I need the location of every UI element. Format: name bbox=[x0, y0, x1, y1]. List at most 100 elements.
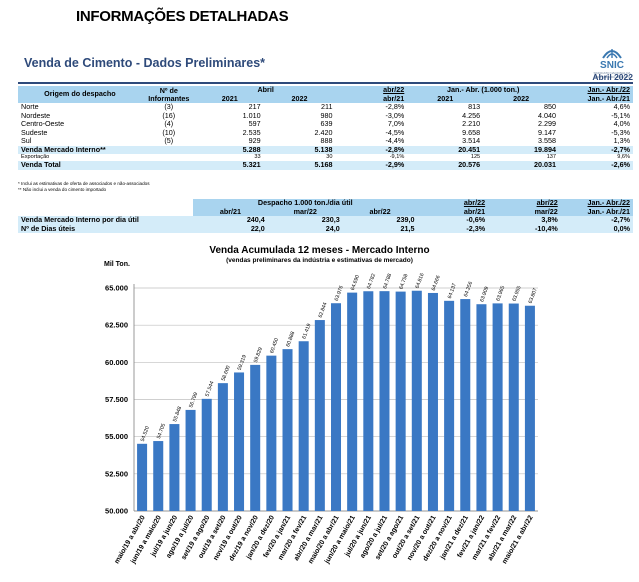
daily-var1-top: abr/22 bbox=[417, 198, 489, 208]
header-divider bbox=[18, 82, 633, 84]
data-label: 63.965 bbox=[495, 285, 506, 302]
bar bbox=[266, 355, 277, 511]
daily-subheader-row: abr/21 mar/22 abr/22 abr/21 mar/22 Jan.-… bbox=[18, 207, 633, 216]
daily-value: 24,0 bbox=[325, 223, 340, 233]
bar bbox=[492, 303, 503, 511]
month-var: -3,0% bbox=[385, 110, 405, 120]
informants: (3) bbox=[164, 102, 174, 111]
page-heading: INFORMAÇÕES DETALHADAS bbox=[76, 8, 289, 25]
table-row: Centro-Oeste (4) 597 639 7,0% 2.210 2.29… bbox=[18, 119, 633, 129]
total-row: Venda Total 5.321 5.168 -2,9% 20.576 20.… bbox=[18, 160, 633, 170]
ytd-2022: 4.040 bbox=[538, 110, 557, 120]
bar bbox=[524, 305, 535, 511]
daily-header-row: Despacho 1.000 ton./dia útil abr/22 abr/… bbox=[18, 198, 633, 208]
daily-var1-bottom: abr/21 bbox=[417, 207, 489, 216]
daily-var2-top: abr/22 bbox=[488, 198, 561, 208]
daily-value: 239,0 bbox=[396, 215, 415, 224]
data-label: 60.450 bbox=[269, 337, 280, 354]
header-ytd: Jan.- Abr. (1.000 ton.) bbox=[407, 85, 560, 95]
logo-name: SNIC bbox=[600, 60, 624, 71]
data-label: 64.788 bbox=[382, 273, 393, 290]
daily-col-1: abr/21 bbox=[193, 207, 268, 216]
month-2022: 639 bbox=[320, 119, 333, 128]
month-2021: 597 bbox=[248, 119, 261, 128]
ytd-2022: 850 bbox=[544, 102, 557, 111]
month-var: -4,5% bbox=[385, 127, 405, 137]
bar bbox=[363, 291, 374, 511]
month-2022: 2.420 bbox=[314, 127, 333, 137]
total-month-2021: 5.321 bbox=[242, 160, 261, 169]
data-label: 64.666 bbox=[431, 275, 442, 292]
internal-market-row: Venda Mercado Interno** 5.288 5.138 -2,8… bbox=[18, 144, 633, 154]
table-row: Nordeste (16) 1.010 980 -3,0% 4.256 4.04… bbox=[18, 110, 633, 121]
data-label: 62.844 bbox=[318, 302, 329, 319]
total-month-2022: 5.168 bbox=[314, 160, 333, 169]
daily-var: -10,4% bbox=[534, 223, 558, 233]
bar bbox=[201, 398, 212, 511]
footnote: ** Não inclui a venda do cimento importa… bbox=[18, 187, 107, 192]
total-ytd-2022: 20.031 bbox=[534, 160, 557, 169]
daily-var3-top: Jan.- Abr./22 bbox=[560, 198, 633, 208]
header-month: Abril bbox=[195, 85, 336, 95]
export-ytd-2022: 137 bbox=[546, 154, 557, 160]
snic-logo: SNIC SINDICATO NACIONAL DA INDÚSTRIA DO … bbox=[592, 46, 632, 79]
bar bbox=[444, 300, 455, 511]
daily-row-label: Venda Mercado Interno por dia útil bbox=[21, 215, 139, 224]
bar bbox=[234, 372, 245, 511]
data-label: 56.799 bbox=[188, 392, 199, 409]
footnote: * Inclui as estimativas de oferta de ass… bbox=[18, 181, 150, 186]
ytd-2022: 2.299 bbox=[538, 119, 557, 128]
bar bbox=[411, 290, 422, 511]
daily-value: 22,0 bbox=[250, 223, 265, 233]
data-label: 60.888 bbox=[285, 331, 296, 348]
table-row: Venda Mercado Interno por dia útil 240,4… bbox=[18, 215, 633, 225]
data-label: 55.848 bbox=[172, 406, 183, 423]
header-var1-top: abr/22 bbox=[335, 85, 408, 95]
export-month-2021: 33 bbox=[254, 154, 261, 160]
informants: (5) bbox=[164, 136, 174, 145]
data-label: 63.909 bbox=[479, 286, 490, 303]
bar bbox=[508, 303, 519, 511]
month-var: 7,0% bbox=[387, 119, 405, 128]
header-informants: Nº de Informantes bbox=[141, 86, 196, 103]
daily-value: 240,4 bbox=[246, 215, 265, 224]
header-var2-bottom: Jan.- Abr./21 bbox=[559, 94, 633, 103]
total-ytd-2021: 20.576 bbox=[458, 160, 481, 169]
daily-group-header: Despacho 1.000 ton./dia útil bbox=[193, 198, 418, 208]
region-name: Norte bbox=[21, 102, 39, 111]
export-label: Exportação bbox=[21, 154, 50, 160]
data-label: 59.829 bbox=[253, 346, 264, 363]
internal-label: Venda Mercado Interno** bbox=[21, 144, 106, 154]
table-row: Sudeste (10) 2.535 2.420 -4,5% 9.658 9.1… bbox=[18, 127, 633, 138]
data-label: 64.816 bbox=[415, 272, 426, 289]
daily-col-3: abr/22 bbox=[342, 207, 418, 216]
ytd-2022: 9.147 bbox=[538, 127, 557, 137]
ytd-2021: 2.210 bbox=[462, 119, 481, 128]
table-row: Sul (5) 929 888 -4,4% 3.514 3.558 1,3% bbox=[18, 136, 633, 146]
export-month-2022: 30 bbox=[326, 154, 333, 160]
internal-ytd-var: -2,7% bbox=[611, 144, 630, 154]
bar bbox=[137, 443, 148, 511]
data-label: 57.544 bbox=[204, 380, 215, 397]
data-label: 63.955 bbox=[512, 285, 523, 302]
report-date: Abril 2022 bbox=[592, 72, 633, 82]
bar bbox=[169, 424, 180, 511]
region-name: Centro-Oeste bbox=[21, 119, 65, 128]
daily-var: -2,3% bbox=[466, 223, 486, 233]
export-month-var: -9,1% bbox=[389, 154, 405, 160]
header-month-2022: 2022 bbox=[263, 94, 336, 103]
ytd-var: -5,1% bbox=[611, 110, 630, 120]
y-tick-label: 62.500 bbox=[105, 321, 128, 330]
header-ytd-2022: 2022 bbox=[483, 94, 560, 103]
daily-var2-bottom: mar/22 bbox=[488, 207, 561, 216]
total-ytd-var: -2,6% bbox=[611, 160, 630, 169]
daily-value: 230,3 bbox=[321, 215, 340, 224]
header-ytd-2021: 2021 bbox=[407, 94, 484, 103]
header-origin: Origem do despacho bbox=[18, 86, 142, 103]
total-label: Venda Total bbox=[21, 160, 61, 169]
sales-table: Origem do despacho Nº de Informantes Abr… bbox=[18, 85, 633, 170]
bar bbox=[217, 383, 228, 511]
bar bbox=[185, 409, 196, 511]
ytd-2021: 4.256 bbox=[462, 110, 481, 120]
